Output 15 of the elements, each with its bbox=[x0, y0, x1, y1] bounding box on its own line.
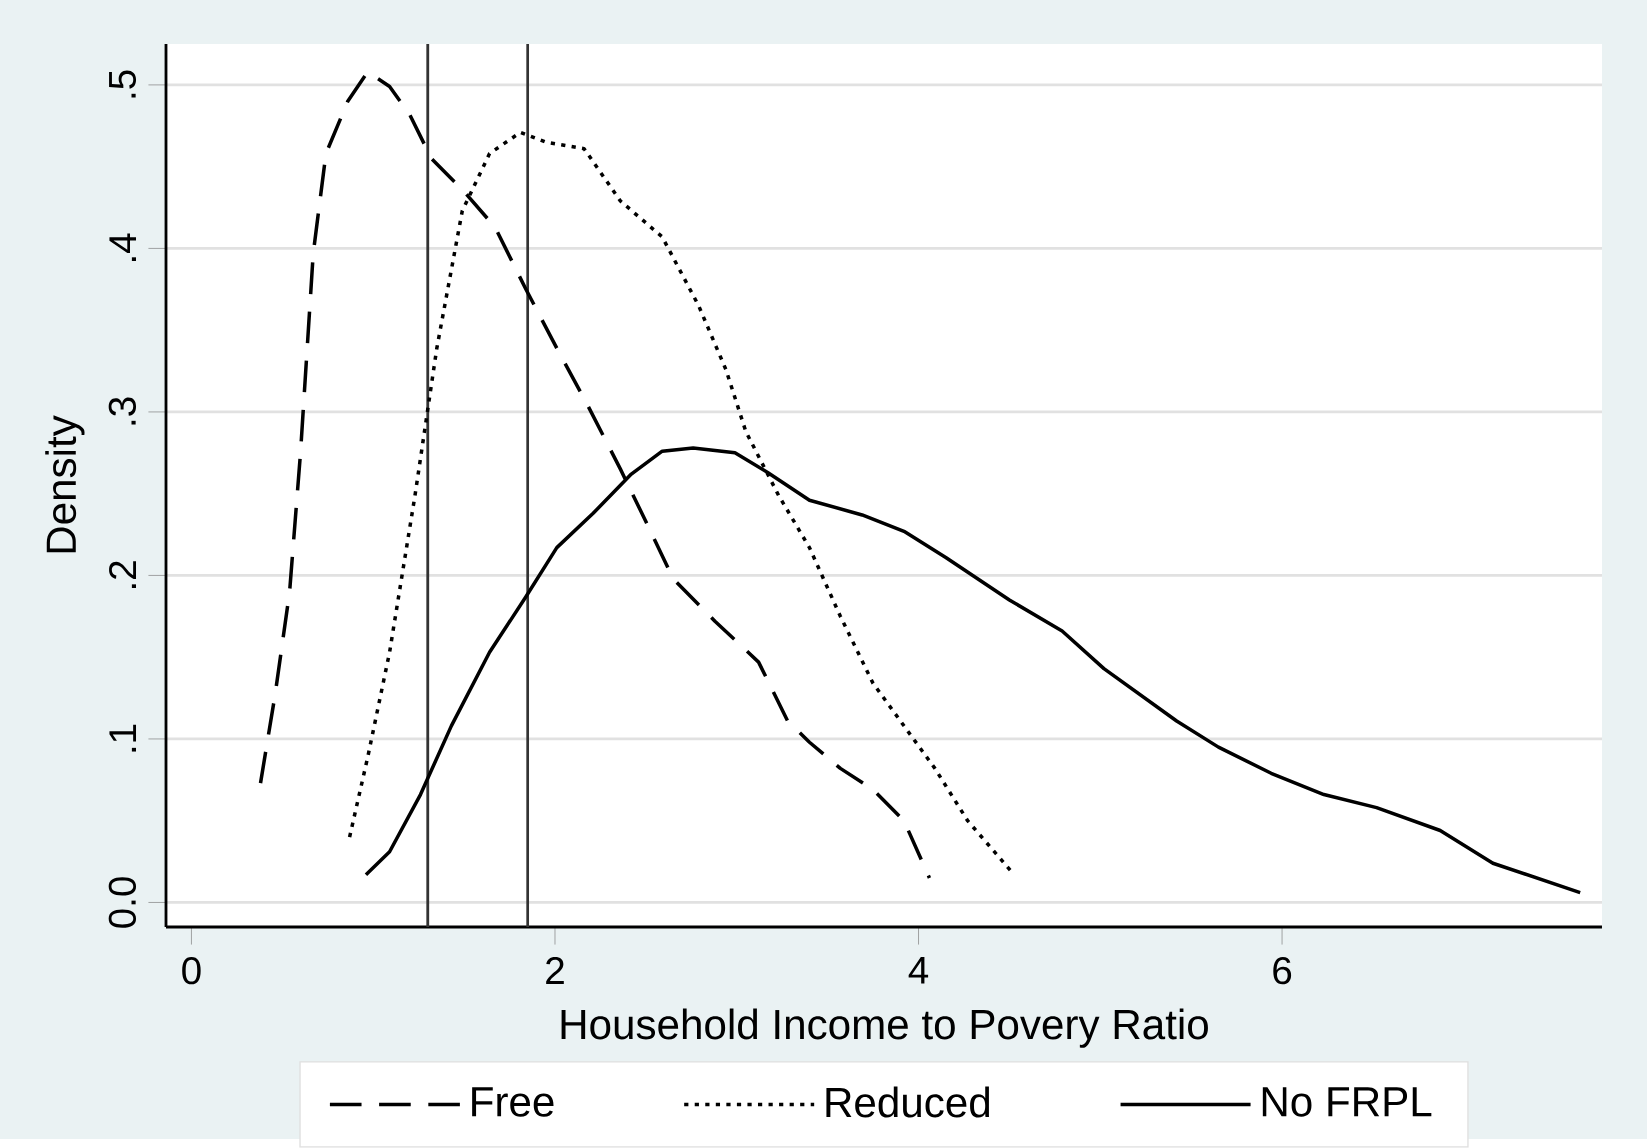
y-tick-label: .3 bbox=[108, 397, 137, 425]
x-axis-title: Household Income to Povery Ratio bbox=[561, 1008, 1208, 1048]
x-tick-label: 0 bbox=[182, 957, 201, 985]
y-tick-label: 0.0 bbox=[108, 877, 137, 929]
legend-label: Free bbox=[472, 1087, 554, 1117]
x-tick-label: 4 bbox=[908, 957, 929, 984]
y-tick-label: .2 bbox=[109, 561, 137, 589]
y-tick-label: .4 bbox=[109, 233, 137, 262]
y-tick-label: .5 bbox=[109, 70, 137, 98]
y-tick-label: .1 bbox=[109, 724, 137, 752]
x-tick-label: 2 bbox=[546, 957, 564, 985]
x-tick-label: 6 bbox=[1273, 957, 1292, 985]
legend-label: No FRPL bbox=[1262, 1087, 1432, 1117]
legend-label: Reduced bbox=[826, 1086, 990, 1118]
y-axis-title: Density bbox=[45, 415, 85, 553]
